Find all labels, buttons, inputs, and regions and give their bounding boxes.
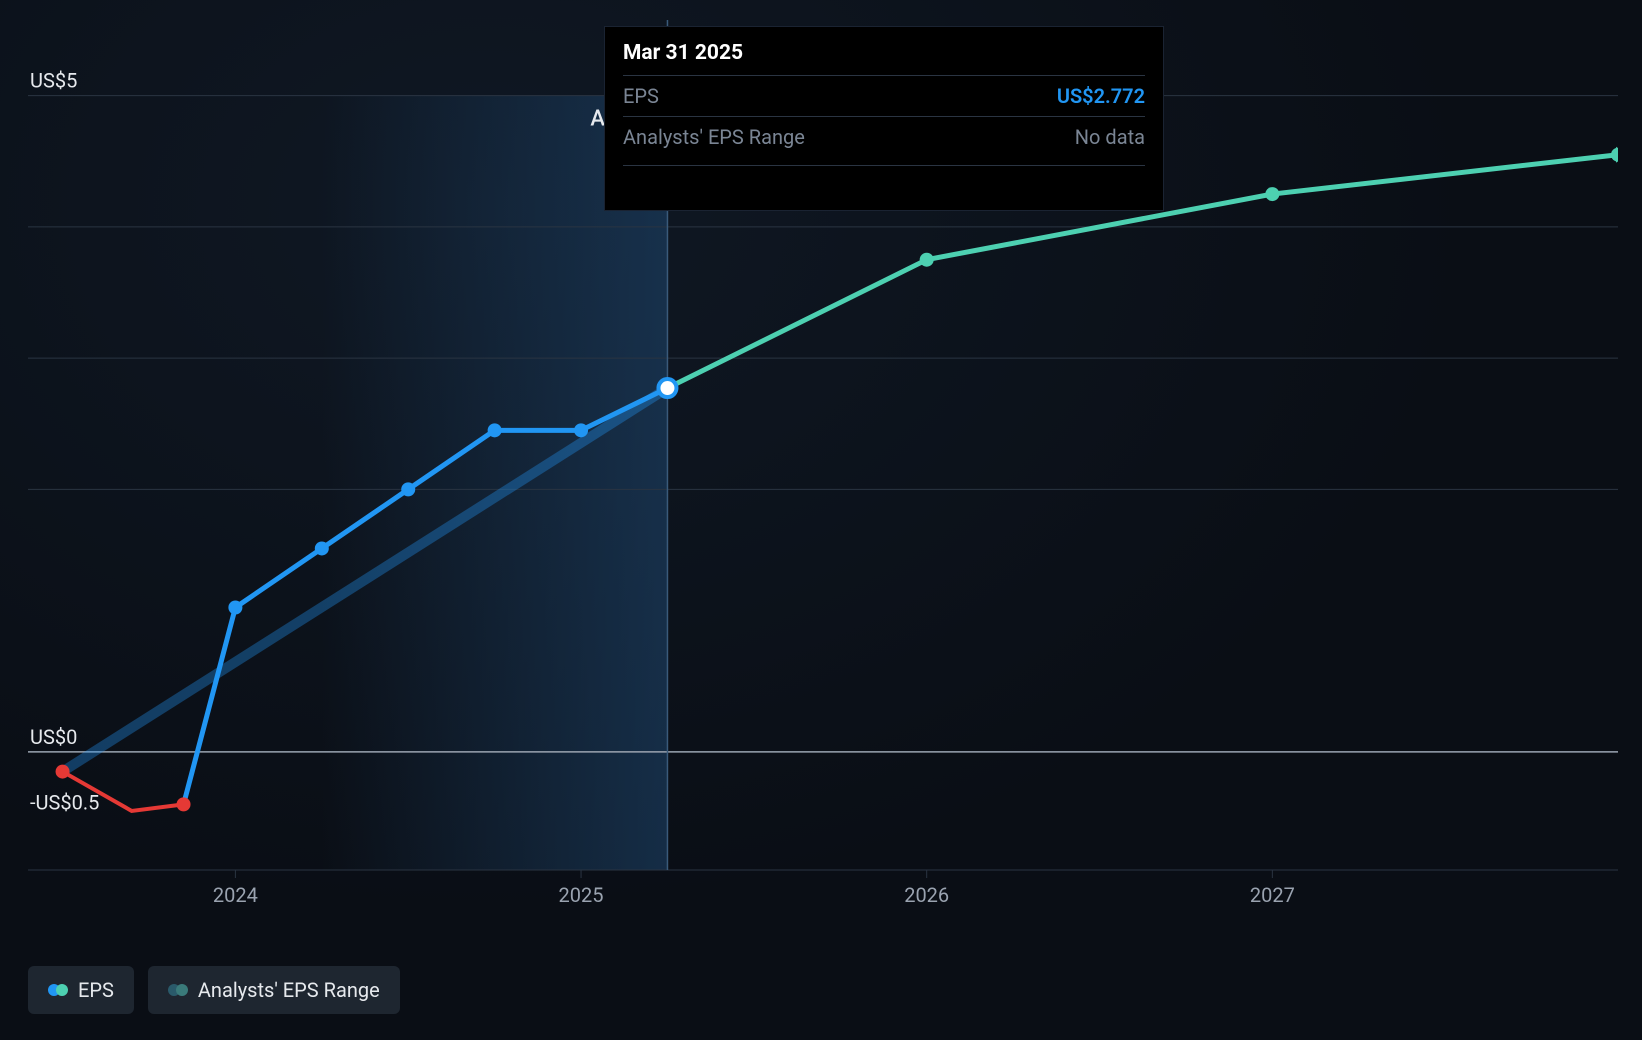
legend-dot-icon [56, 984, 68, 996]
tooltip-row-value: US$2.772 [1057, 84, 1145, 108]
svg-text:2027: 2027 [1250, 883, 1295, 907]
tooltip-row: Analysts' EPS Range No data [623, 116, 1145, 166]
tooltip-row-label: EPS [623, 84, 659, 108]
chart-tooltip: Mar 31 2025 EPS US$2.772 Analysts' EPS Ran… [604, 26, 1164, 211]
chart-legend: EPS Analysts' EPS Range [28, 966, 400, 1014]
tooltip-row: EPS US$2.772 [623, 75, 1145, 116]
legend-dot-icon [176, 984, 188, 996]
legend-label: EPS [78, 978, 114, 1002]
svg-text:2025: 2025 [559, 883, 604, 907]
svg-text:US$0: US$0 [30, 725, 77, 749]
svg-text:US$5: US$5 [30, 69, 77, 93]
tooltip-row-label: Analysts' EPS Range [623, 125, 805, 149]
svg-text:-US$0.5: -US$0.5 [30, 791, 99, 815]
tooltip-row-value: No data [1075, 125, 1145, 149]
legend-item[interactable]: EPS [28, 966, 134, 1014]
legend-dots [168, 984, 188, 996]
svg-text:2024: 2024 [213, 883, 258, 907]
legend-label: Analysts' EPS Range [198, 978, 380, 1002]
tooltip-date: Mar 31 2025 [623, 41, 1145, 65]
svg-text:2026: 2026 [904, 883, 949, 907]
legend-item[interactable]: Analysts' EPS Range [148, 966, 400, 1014]
legend-dots [48, 984, 68, 996]
